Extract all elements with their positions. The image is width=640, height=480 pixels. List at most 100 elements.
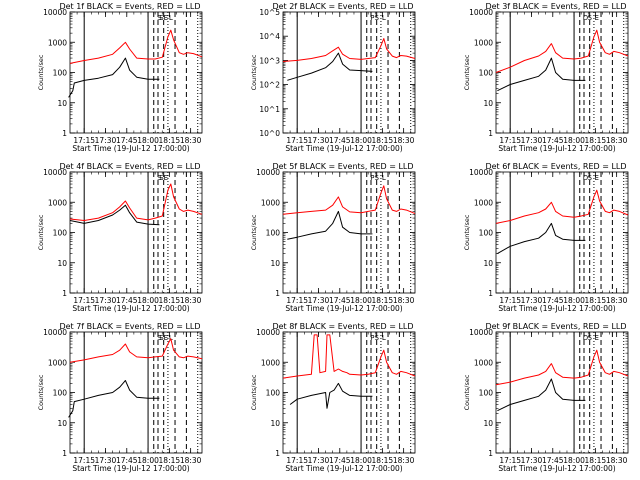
y-tick-label: 10000: [256, 328, 280, 337]
y-tick-label: 1: [62, 289, 67, 298]
y-tick-label: 100: [53, 69, 68, 78]
y-axis-label: Counts/sec: [250, 214, 258, 250]
series-line-black: [497, 378, 586, 412]
x-tick-label: 18:00: [563, 296, 585, 305]
x-axis-label: Start Time (19-Jul-12 17:00:00): [285, 304, 402, 313]
chart-title: Det 7f BLACK = Events, RED = LLD: [59, 322, 200, 331]
y-tick-label: 1: [62, 129, 67, 138]
x-tick-label: 18:30: [180, 296, 202, 305]
event-marker-label: S: [587, 14, 592, 22]
y-tick-label: 10^3: [259, 56, 280, 65]
x-tick-label: 17:45: [116, 136, 138, 145]
x-tick-label: 17:30: [521, 136, 543, 145]
x-tick-label: 17:15: [73, 296, 95, 305]
x-tick-label: 17:30: [308, 456, 330, 465]
series-line-red: [282, 185, 416, 215]
x-tick-label: 18:15: [159, 296, 181, 305]
series-line-black: [68, 380, 160, 418]
x-tick-label: 17:45: [329, 296, 351, 305]
series-line-red: [495, 29, 629, 73]
x-tick-label: 18:00: [563, 136, 585, 145]
x-tick-label: 17:15: [499, 296, 521, 305]
chart-title: Det 3f BLACK = Events, RED = LLD: [485, 2, 626, 11]
x-tick-label: 17:30: [95, 136, 117, 145]
x-tick-label: 17:30: [95, 296, 117, 305]
x-tick-label: 17:30: [521, 296, 543, 305]
chart-panel-7: Det 7f BLACK = Events, RED = LLD 1 10 100 10…: [37, 322, 203, 473]
y-axis-label: Counts/sec: [37, 214, 45, 250]
y-tick-label: 1: [275, 289, 280, 298]
x-tick-label: 17:15: [286, 136, 308, 145]
x-axis-label: Start Time (19-Jul-12 17:00:00): [285, 144, 402, 153]
series-line-black: [69, 204, 160, 226]
y-tick-label: 1: [62, 449, 67, 458]
x-tick-label: 17:30: [95, 456, 117, 465]
y-axis-label: Counts/sec: [37, 374, 45, 410]
series-line-black: [497, 57, 586, 92]
x-tick-label: 18:30: [393, 136, 415, 145]
event-marker-label: D: [583, 14, 588, 22]
y-tick-label: 1: [488, 129, 493, 138]
y-tick-label: 10000: [43, 8, 67, 17]
x-tick-label: 18:30: [180, 136, 202, 145]
event-marker-label: S: [587, 174, 592, 182]
y-axis-label: Counts/sec: [250, 374, 258, 410]
y-axis-label: Counts/sec: [250, 54, 258, 90]
y-tick-label: 1000: [48, 358, 67, 367]
series-line-black: [68, 57, 160, 98]
y-tick-label: 100: [479, 389, 494, 398]
y-tick-label: 1: [488, 289, 493, 298]
y-tick-label: 10^1: [259, 105, 280, 114]
series-line-red: [495, 189, 629, 224]
event-marker-label: L: [382, 334, 386, 342]
series-line-red: [282, 334, 416, 379]
series-line-red: [69, 183, 203, 221]
x-tick-label: 18:15: [159, 136, 181, 145]
x-tick-label: 17:45: [542, 456, 564, 465]
y-tick-label: 1000: [48, 198, 67, 207]
y-axis-label: Counts/sec: [37, 54, 45, 90]
x-tick-label: 18:00: [350, 296, 372, 305]
y-tick-label: 1000: [261, 358, 280, 367]
x-axis-label: Start Time (19-Jul-12 17:00:00): [72, 144, 189, 153]
x-tick-label: 18:15: [585, 296, 607, 305]
event-marker-label: P: [370, 174, 374, 182]
chart-title: Det 5f BLACK = Events, RED = LLD: [272, 162, 413, 171]
x-tick-label: 17:45: [329, 456, 351, 465]
event-marker-label: S: [374, 174, 379, 182]
y-tick-label: 10: [483, 259, 493, 268]
plot-frame: [69, 171, 203, 294]
series-line-black: [287, 210, 373, 240]
y-tick-label: 1: [275, 449, 280, 458]
event-marker-label: S: [587, 334, 592, 342]
x-tick-label: 18:15: [372, 456, 394, 465]
y-axis-label: Counts/sec: [463, 374, 471, 410]
y-tick-label: 10: [270, 419, 280, 428]
x-tick-label: 18:00: [563, 456, 585, 465]
plot-frame: [282, 11, 416, 134]
x-tick-label: 18:30: [180, 456, 202, 465]
y-tick-label: 10^0: [259, 129, 280, 138]
chart-panel-1: Det 1f BLACK = Events, RED = LLD 1 10 100 10…: [37, 2, 203, 153]
chart-title: Det 4f BLACK = Events, RED = LLD: [59, 162, 200, 171]
event-marker-label: L: [169, 14, 173, 22]
x-tick-label: 17:45: [542, 136, 564, 145]
y-axis-label: Counts/sec: [463, 214, 471, 250]
y-tick-label: 10: [57, 259, 67, 268]
chart-title: Det 8f BLACK = Events, RED = LLD: [272, 322, 413, 331]
plot-frame: [69, 331, 203, 454]
x-tick-label: 18:00: [350, 136, 372, 145]
event-marker-label: E: [595, 174, 599, 182]
event-marker-label: P: [370, 334, 374, 342]
x-tick-label: 18:30: [606, 456, 628, 465]
x-tick-label: 18:15: [372, 136, 394, 145]
y-tick-label: 1: [488, 449, 493, 458]
plot-frame: [495, 171, 629, 294]
y-axis-label: Counts/sec: [463, 54, 471, 90]
plot-frame: [69, 11, 203, 134]
y-tick-label: 100: [266, 389, 281, 398]
x-axis-label: Start Time (19-Jul-12 17:00:00): [285, 464, 402, 473]
series-line-black: [497, 222, 586, 255]
x-axis-label: Start Time (19-Jul-12 17:00:00): [72, 304, 189, 313]
